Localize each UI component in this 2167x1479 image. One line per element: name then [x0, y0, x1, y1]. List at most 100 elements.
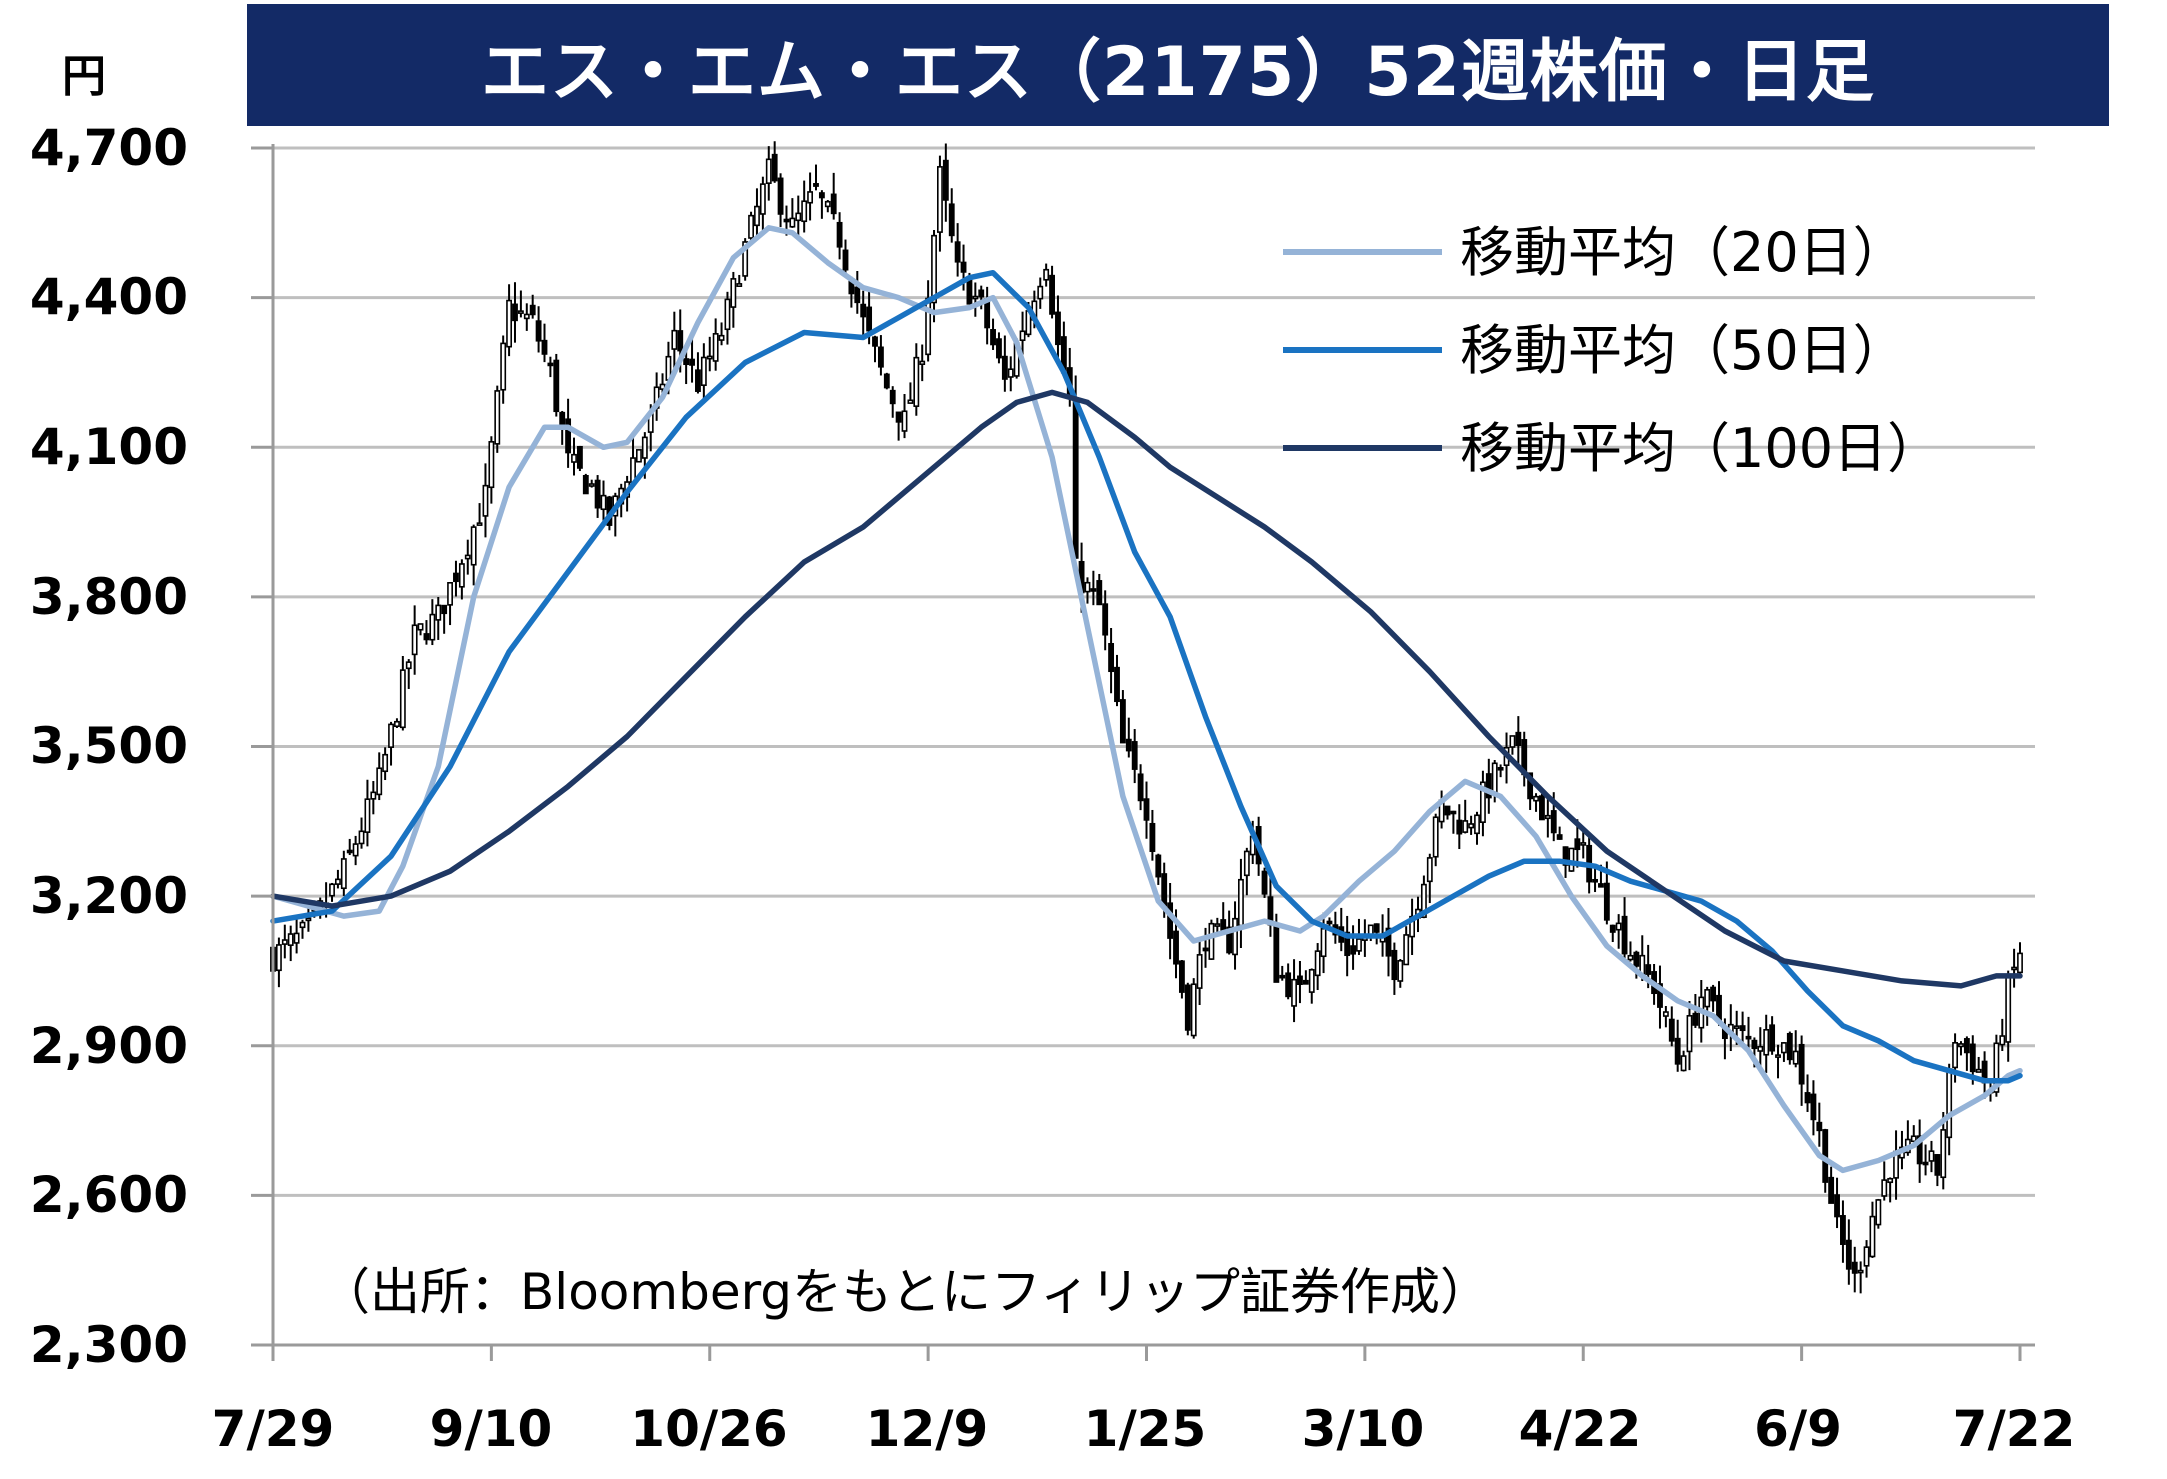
candle-body — [860, 303, 867, 318]
candle-body — [1845, 1239, 1852, 1270]
candle-body — [1373, 923, 1380, 933]
candle-body — [376, 767, 383, 796]
candle-body — [1019, 330, 1026, 342]
candle-body — [1102, 603, 1109, 636]
candle-body — [1344, 931, 1351, 957]
y-tick-label: 2,900 — [29, 1017, 188, 1075]
candle-body — [1426, 857, 1433, 883]
candle-body — [718, 334, 725, 341]
candle-body — [1214, 923, 1221, 927]
candle-body — [972, 295, 979, 300]
candle-body — [842, 249, 849, 271]
x-tick-label: 4/22 — [1518, 1400, 1642, 1458]
candle-body — [1479, 781, 1486, 823]
candle-body — [883, 373, 890, 389]
candle-body — [334, 878, 341, 885]
candle-body — [1326, 920, 1333, 925]
candle-body — [1645, 964, 1652, 975]
y-tick-label: 2,600 — [29, 1166, 188, 1224]
candle-body — [1474, 814, 1480, 835]
candle-body — [636, 449, 642, 463]
x-tick-label: 1/25 — [1083, 1400, 1207, 1458]
candle-body — [517, 310, 524, 314]
candle-body — [1810, 1093, 1817, 1121]
candle-body — [1533, 795, 1539, 802]
x-tick-label: 3/10 — [1301, 1400, 1425, 1458]
candle-body — [582, 474, 589, 495]
candle-body — [476, 522, 483, 526]
candle-body — [830, 193, 837, 215]
candle-body — [1243, 850, 1250, 877]
candle-body — [1556, 834, 1563, 840]
candle-body — [913, 356, 920, 407]
candle-body — [500, 342, 507, 391]
candle-body — [399, 669, 406, 729]
candle-body — [1704, 989, 1711, 1008]
candle-body — [1680, 1055, 1687, 1072]
candle-body — [1444, 805, 1451, 816]
candle-body — [1621, 915, 1628, 955]
candle-body — [1391, 949, 1398, 981]
candle-body — [1934, 1154, 1941, 1176]
candle-body — [458, 563, 465, 588]
candle-body — [1491, 762, 1498, 795]
candle-body — [1161, 873, 1168, 907]
candle-body — [1922, 1161, 1929, 1166]
candle-body — [453, 572, 459, 583]
x-tick-label: 7/22 — [1952, 1400, 2076, 1458]
candle-body — [506, 299, 513, 348]
x-tick-label: 7/29 — [211, 1400, 335, 1458]
candle-body — [588, 483, 595, 487]
candle-body — [553, 359, 560, 413]
candle-body — [1108, 643, 1115, 673]
candle-body — [1999, 1035, 2006, 1046]
candle-body — [683, 358, 690, 366]
candle-body — [1550, 810, 1557, 834]
candle-body — [1834, 1194, 1840, 1218]
candle-body — [1131, 741, 1138, 770]
candle-body — [818, 192, 825, 199]
x-tick-label: 9/10 — [429, 1400, 553, 1458]
candle-body — [1226, 926, 1233, 954]
candle-body — [1946, 1068, 1953, 1139]
candle-body — [447, 582, 453, 606]
candle-body — [1745, 1035, 1752, 1040]
candle-body — [877, 346, 884, 368]
candle-body — [895, 411, 902, 423]
candle-body — [907, 399, 914, 404]
candle-body — [919, 360, 926, 366]
candle-body — [364, 798, 371, 833]
candle-body — [777, 177, 784, 215]
candle-body — [1049, 274, 1055, 315]
candle-body — [1940, 1129, 1947, 1179]
candle-body — [1657, 983, 1663, 1008]
candle-body — [470, 526, 477, 566]
candle-body — [742, 241, 749, 277]
candle-body — [1627, 954, 1634, 961]
candle-body — [1314, 950, 1321, 977]
candle-body — [1662, 1011, 1669, 1017]
candle-body — [1775, 1054, 1781, 1058]
candle-body — [677, 330, 684, 352]
candle-body — [1190, 983, 1197, 1037]
candle-body — [423, 633, 430, 641]
candle-body — [901, 410, 908, 432]
candle-body — [1220, 919, 1227, 931]
candle-body — [1055, 311, 1061, 346]
candle-body — [748, 214, 754, 239]
candle-body — [2005, 975, 2012, 1043]
candle-body — [1780, 1042, 1787, 1054]
candle-body — [1208, 922, 1215, 960]
x-tick-label: 10/26 — [630, 1400, 788, 1458]
candle-body — [1001, 355, 1008, 380]
candle-body — [494, 390, 501, 445]
candle-body — [1568, 847, 1575, 872]
candle-body — [600, 494, 607, 511]
candle-body — [1875, 1199, 1882, 1226]
candle-body — [706, 355, 713, 360]
candle-body — [1863, 1246, 1870, 1267]
candle-body — [954, 241, 961, 263]
y-tick-label: 3,800 — [29, 568, 188, 626]
candle-body — [1238, 878, 1244, 927]
candle-body — [671, 329, 678, 350]
